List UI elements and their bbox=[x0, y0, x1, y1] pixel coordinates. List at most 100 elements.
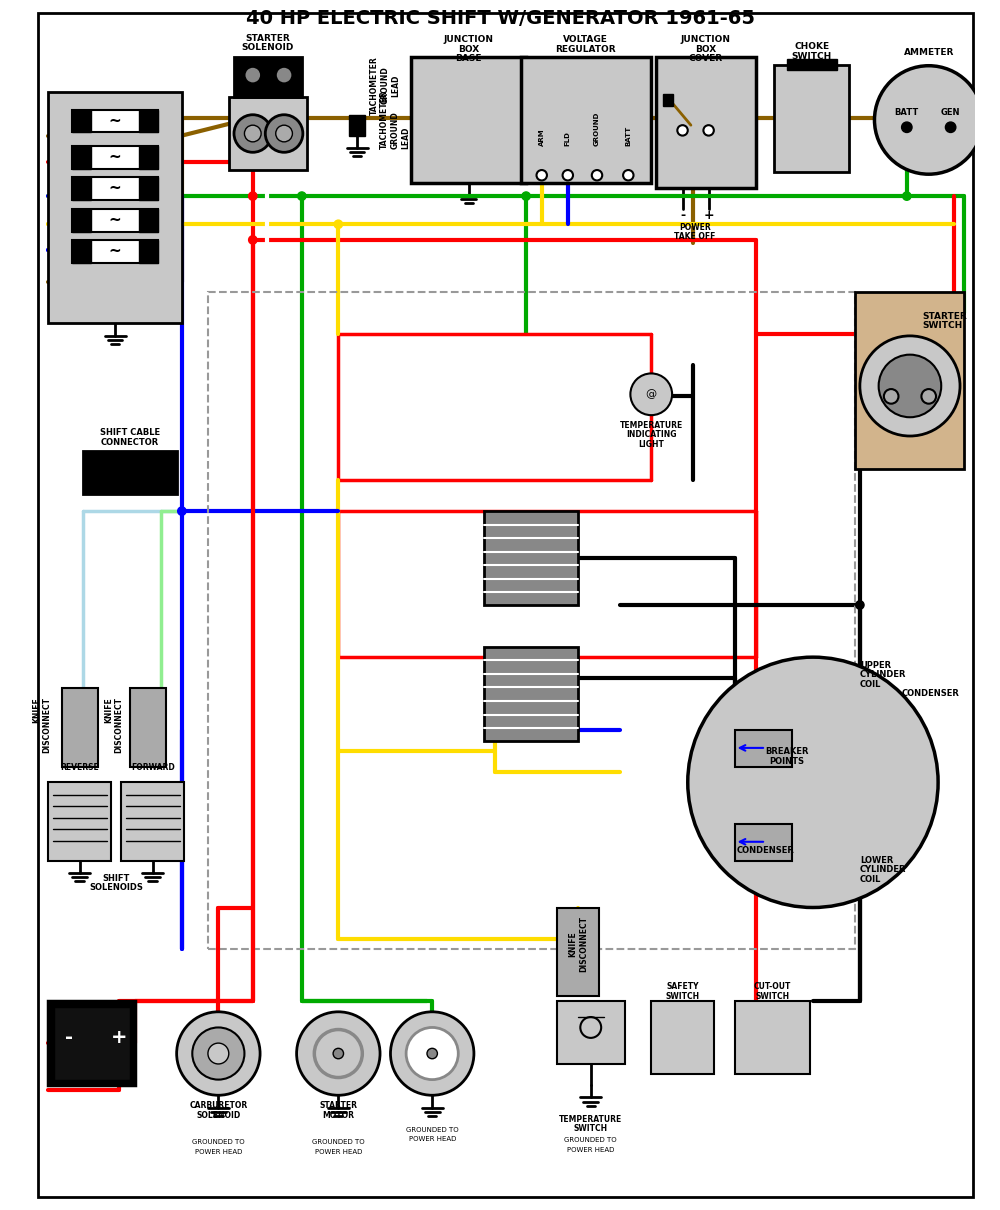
Text: BOX: BOX bbox=[695, 45, 716, 53]
Text: POWER HEAD: POWER HEAD bbox=[567, 1147, 614, 1152]
Circle shape bbox=[406, 1027, 458, 1079]
Text: @: @ bbox=[646, 390, 657, 399]
Text: BREAKER: BREAKER bbox=[765, 747, 809, 755]
Bar bbox=[484, 511, 578, 605]
Circle shape bbox=[178, 507, 186, 515]
Text: -: - bbox=[65, 1028, 73, 1048]
Text: POWER HEAD: POWER HEAD bbox=[195, 1148, 242, 1154]
Text: SOLENOIDS: SOLENOIDS bbox=[89, 883, 143, 892]
Text: GROUNDED TO: GROUNDED TO bbox=[192, 1139, 245, 1145]
Text: SWITCH: SWITCH bbox=[574, 1124, 608, 1133]
Text: -: - bbox=[680, 209, 685, 223]
Text: SWITCH: SWITCH bbox=[665, 992, 700, 1001]
Circle shape bbox=[903, 192, 911, 201]
Bar bbox=[735, 730, 792, 767]
Text: KNIFE
DISCONNECT: KNIFE DISCONNECT bbox=[32, 697, 51, 753]
Text: BATT: BATT bbox=[895, 108, 919, 117]
Bar bbox=[48, 783, 111, 860]
Text: BATT: BATT bbox=[625, 126, 631, 146]
Circle shape bbox=[177, 1012, 260, 1095]
Circle shape bbox=[276, 125, 292, 142]
Bar bbox=[484, 646, 578, 741]
Text: POWER: POWER bbox=[679, 223, 711, 232]
Circle shape bbox=[192, 1027, 244, 1079]
Bar bbox=[139, 208, 158, 231]
Bar bbox=[72, 208, 158, 231]
Text: TAKE OFF: TAKE OFF bbox=[674, 232, 716, 241]
Bar bbox=[139, 110, 158, 132]
Circle shape bbox=[522, 192, 530, 201]
Text: ~: ~ bbox=[109, 150, 121, 165]
Text: CONNECTOR: CONNECTOR bbox=[101, 438, 159, 446]
Text: JUNCTION: JUNCTION bbox=[444, 35, 494, 44]
Circle shape bbox=[677, 125, 688, 136]
Text: STARTER: STARTER bbox=[922, 311, 967, 321]
Text: TACHOMETER: TACHOMETER bbox=[370, 56, 379, 115]
Bar bbox=[72, 110, 91, 132]
Circle shape bbox=[276, 67, 292, 83]
Text: TEMPERATURE: TEMPERATURE bbox=[559, 1114, 622, 1124]
Circle shape bbox=[537, 171, 547, 180]
Text: ~: ~ bbox=[109, 244, 121, 259]
Text: KNIFE
DISCONNECT: KNIFE DISCONNECT bbox=[569, 916, 588, 972]
Bar bbox=[521, 57, 651, 183]
Text: LEAD: LEAD bbox=[391, 74, 400, 97]
Text: COIL: COIL bbox=[860, 875, 881, 883]
Text: LOWER: LOWER bbox=[860, 855, 893, 865]
Circle shape bbox=[860, 336, 960, 436]
Bar bbox=[234, 57, 302, 97]
Text: CONDENSER: CONDENSER bbox=[902, 690, 959, 698]
Text: SWITCH: SWITCH bbox=[792, 52, 832, 60]
Text: COIL: COIL bbox=[860, 680, 881, 688]
Bar bbox=[656, 57, 756, 188]
Text: SOLENOID: SOLENOID bbox=[241, 44, 294, 52]
Circle shape bbox=[390, 1012, 474, 1095]
Text: CYLINDER: CYLINDER bbox=[860, 865, 906, 875]
Circle shape bbox=[333, 1048, 344, 1059]
Bar bbox=[735, 1002, 810, 1074]
Bar bbox=[139, 178, 158, 201]
Text: +: + bbox=[111, 1028, 128, 1048]
Text: ~: ~ bbox=[109, 182, 121, 196]
Bar bbox=[855, 292, 964, 469]
Text: FORWARD: FORWARD bbox=[131, 764, 175, 772]
Bar bbox=[72, 146, 158, 169]
Text: TEMPERATURE: TEMPERATURE bbox=[620, 421, 683, 430]
Circle shape bbox=[249, 192, 257, 201]
Text: 40 HP ELECTRIC SHIFT W/GENERATOR 1961-65: 40 HP ELECTRIC SHIFT W/GENERATOR 1961-65 bbox=[246, 10, 755, 28]
Circle shape bbox=[884, 390, 898, 404]
Bar bbox=[62, 688, 98, 767]
Circle shape bbox=[234, 115, 272, 152]
Bar bbox=[557, 1002, 625, 1064]
Circle shape bbox=[298, 192, 306, 201]
Circle shape bbox=[921, 390, 936, 404]
Bar bbox=[48, 92, 182, 323]
Bar bbox=[72, 240, 158, 263]
Bar bbox=[54, 1007, 130, 1079]
Bar bbox=[229, 97, 307, 171]
Bar bbox=[139, 146, 158, 169]
Circle shape bbox=[902, 122, 912, 132]
Text: STARTER: STARTER bbox=[245, 34, 290, 44]
Bar bbox=[557, 908, 599, 996]
Bar bbox=[72, 240, 91, 263]
Text: COVER: COVER bbox=[688, 54, 723, 63]
Circle shape bbox=[265, 115, 303, 152]
Bar bbox=[208, 292, 855, 949]
Text: ~: ~ bbox=[109, 213, 121, 227]
Text: STARTER: STARTER bbox=[319, 1101, 357, 1111]
Bar bbox=[787, 59, 837, 70]
Bar bbox=[651, 1002, 714, 1074]
Circle shape bbox=[879, 355, 941, 417]
Text: LIGHT: LIGHT bbox=[638, 440, 664, 449]
Text: GROUND: GROUND bbox=[381, 67, 390, 104]
Circle shape bbox=[427, 1048, 437, 1059]
Text: SOLENOID: SOLENOID bbox=[196, 1111, 240, 1119]
Bar bbox=[735, 824, 792, 860]
Bar bbox=[48, 1002, 135, 1085]
Text: GROUNDED TO: GROUNDED TO bbox=[406, 1127, 459, 1133]
Circle shape bbox=[688, 657, 938, 908]
Text: CARBURETOR: CARBURETOR bbox=[189, 1101, 247, 1111]
Text: VOLTAGE: VOLTAGE bbox=[563, 35, 608, 44]
Text: REVERSE: REVERSE bbox=[60, 764, 99, 772]
